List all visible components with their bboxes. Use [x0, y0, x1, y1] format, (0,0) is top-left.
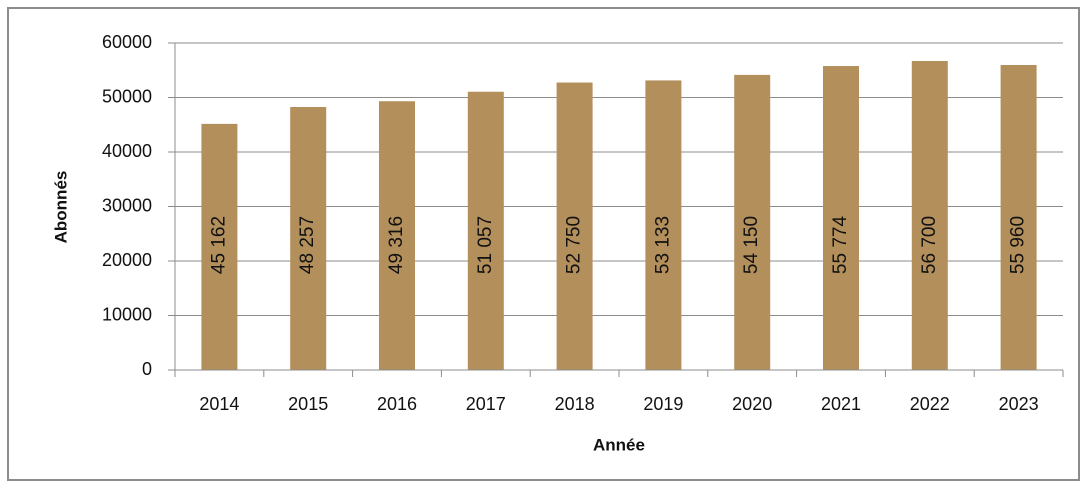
- y-tick-label: 20000: [102, 250, 152, 270]
- bar: [911, 60, 948, 371]
- chart-frame: [7, 7, 1080, 481]
- x-tick-label: 2022: [910, 394, 950, 414]
- x-tick-label: 2019: [643, 394, 683, 414]
- value-label: 53 133: [652, 216, 673, 274]
- x-axis-title: Année: [593, 435, 645, 454]
- x-tick-label: 2014: [199, 394, 239, 414]
- bar: [290, 106, 327, 370]
- x-tick-label: 2023: [999, 394, 1039, 414]
- bar: [201, 123, 238, 371]
- value-label: 55 960: [1008, 216, 1029, 274]
- bar: [467, 91, 504, 370]
- value-label: 55 774: [830, 216, 851, 275]
- bar: [556, 82, 593, 370]
- x-tick-label: 2016: [377, 394, 417, 414]
- bar: [379, 101, 415, 371]
- x-tick-label: 2015: [288, 394, 328, 414]
- value-label: 48 257: [297, 216, 318, 274]
- y-tick-label: 50000: [102, 86, 152, 106]
- bar: [645, 80, 682, 371]
- x-tick-label: 2018: [555, 394, 595, 414]
- x-tick-label: 2021: [821, 394, 861, 414]
- y-axis-title: Abonnés: [51, 171, 70, 244]
- value-label: 51 057: [475, 216, 496, 274]
- y-tick-label: 30000: [102, 195, 152, 215]
- y-tick-label: 60000: [102, 32, 152, 52]
- bar: [734, 74, 771, 370]
- value-label: 52 750: [564, 216, 585, 274]
- x-tick-label: 2020: [732, 394, 772, 414]
- x-tick-label: 2017: [466, 394, 506, 414]
- y-tick-label: 40000: [102, 141, 152, 161]
- y-tick-label: 10000: [102, 304, 152, 324]
- bar: [1000, 65, 1037, 370]
- value-label: 49 316: [386, 216, 407, 274]
- value-label: 54 150: [741, 216, 762, 274]
- bar: [823, 66, 859, 370]
- value-label: 56 700: [919, 216, 940, 274]
- y-tick-label: 0: [142, 359, 152, 379]
- value-label: 45 162: [208, 216, 229, 274]
